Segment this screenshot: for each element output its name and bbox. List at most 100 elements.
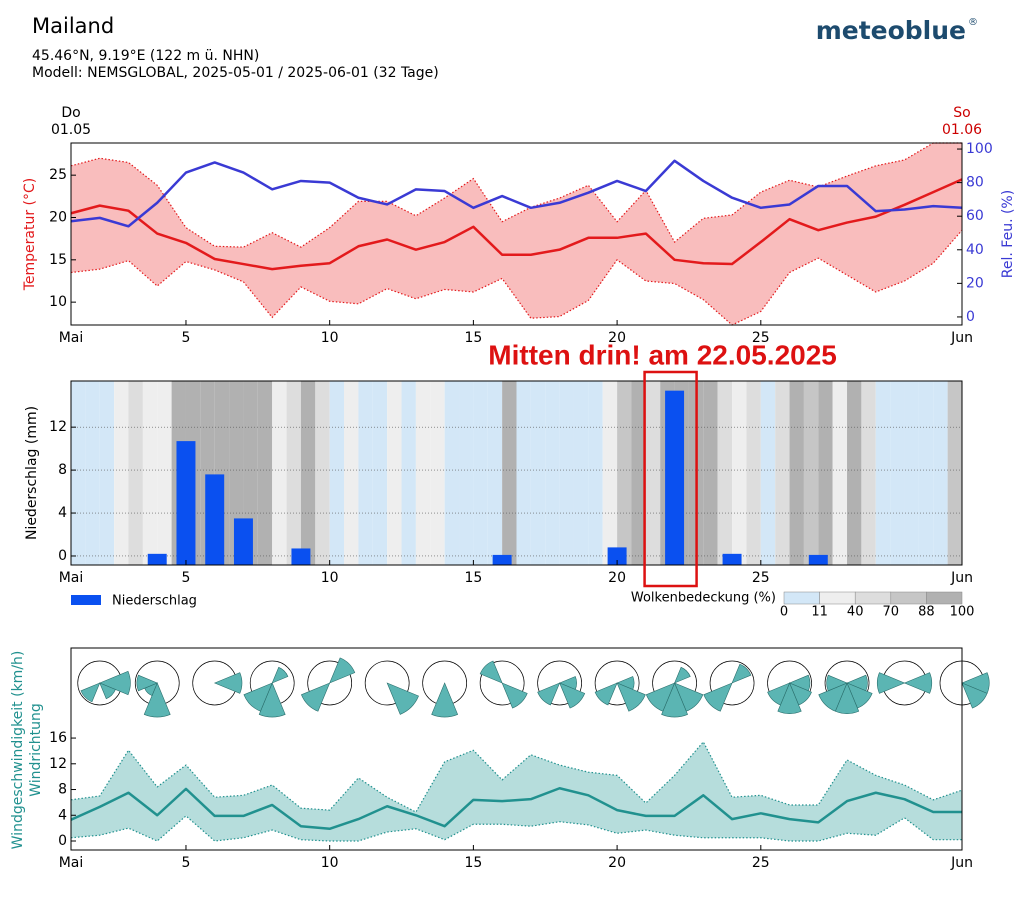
y2-tick-label: 20 (966, 275, 984, 291)
legend-swatch (819, 591, 856, 605)
y2-tick-label: 40 (966, 242, 984, 258)
bar (176, 441, 196, 565)
y-axis-label: Windgeschwindigkeit (km/h) (10, 651, 26, 850)
cloud-stripe (918, 381, 934, 565)
x-tick-label: 20 (608, 330, 626, 346)
cloud-stripe (559, 381, 574, 565)
cloud-stripe (487, 381, 503, 565)
legend-tick-label: 0 (780, 605, 788, 620)
rose-wedge (903, 672, 932, 694)
legend-tick-label: 88 (918, 605, 935, 620)
cloud-stripe (142, 381, 158, 565)
legend-tick-label: 100 (950, 605, 975, 620)
y-tick-label: 16 (49, 730, 67, 746)
cloud-stripe (789, 381, 804, 565)
legend-swatch (783, 591, 820, 605)
x-tick-label: 25 (752, 855, 770, 871)
cloud-stripe (545, 381, 560, 565)
bar (233, 518, 253, 565)
cloud-stripe (473, 381, 488, 565)
cloud-stripe (344, 381, 359, 565)
bar (808, 554, 828, 565)
rose-wedge (961, 682, 988, 709)
cloud-stripe (818, 381, 833, 565)
rose-wedge (243, 682, 273, 712)
legend-swatch (926, 591, 963, 605)
y-tick-label: 25 (49, 167, 67, 183)
bar (665, 390, 685, 565)
x-tick-label: Jun (950, 570, 973, 586)
y-tick-label: 12 (49, 419, 67, 435)
cloud-stripe (890, 381, 905, 565)
cloud-stripe (415, 381, 431, 565)
cloud-stripe (760, 381, 776, 565)
y-tick-label: 8 (58, 462, 67, 478)
legend-swatch (854, 591, 892, 605)
bar (205, 474, 225, 565)
bar (492, 554, 512, 565)
cloud-stripe (573, 381, 589, 565)
legend-title: Wolkenbedeckung (%) (631, 591, 776, 606)
logo: meteoblue (816, 16, 966, 45)
y-tick-label: 8 (58, 782, 67, 798)
x-tick-label: Jun (950, 330, 973, 346)
y2-tick-label: 0 (966, 309, 975, 325)
rose-wedge (99, 682, 116, 700)
rose-wedge (80, 682, 101, 703)
y2-tick-label: 80 (966, 175, 984, 191)
rose-circle (307, 660, 353, 706)
y-tick-label: 20 (49, 209, 67, 225)
y2-tick-label: 100 (966, 141, 993, 157)
x-tick-label: 10 (321, 330, 339, 346)
x-tick-label: Mai (59, 855, 84, 871)
legend-tick-label: 11 (811, 605, 828, 620)
x-tick-label: 5 (182, 855, 191, 871)
cloud-stripe (732, 381, 747, 565)
cloud-stripe (358, 381, 373, 565)
x-tick-label: Mai (59, 570, 84, 586)
legend-tick-label: 40 (847, 605, 864, 620)
date-label: Do (61, 105, 80, 121)
x-tick-label: 5 (182, 330, 191, 346)
x-tick-label: 25 (752, 570, 770, 586)
rose-circle (479, 660, 525, 706)
y-axis-label: Niederschlag (mm) (24, 406, 40, 540)
cloud-stripe (300, 381, 316, 565)
chart-title: Mailand (32, 14, 114, 38)
y-tick-label: 15 (49, 252, 67, 268)
line (70, 159, 963, 228)
rose-wedge (258, 682, 286, 718)
rose-wedge (501, 682, 528, 709)
x-tick-label: Mai (59, 330, 84, 346)
cloud-stripe (272, 381, 287, 565)
rose-wedge (661, 682, 688, 718)
cloud-stripe (617, 381, 632, 565)
rose-wedge (479, 660, 503, 684)
x-tick-label: 10 (321, 570, 339, 586)
rose-wedge (674, 666, 691, 684)
cloud-stripe (157, 381, 172, 565)
x-tick-label: 20 (608, 855, 626, 871)
band-edge (70, 142, 962, 248)
cloud-stripe (387, 381, 402, 565)
cloud-stripe (372, 381, 388, 565)
cloud-stripe (502, 381, 517, 565)
annotation-box (643, 370, 698, 588)
legend-tick-label: 70 (883, 605, 900, 620)
line (70, 178, 963, 271)
y-tick-label: 0 (58, 548, 67, 564)
x-tick-label: 25 (752, 330, 770, 346)
cloud-stripe (530, 381, 546, 565)
cloud-stripe (71, 381, 86, 565)
cloud-stripe (286, 381, 301, 565)
date-label: 01.06 (942, 122, 982, 138)
rose-wedge (98, 670, 131, 696)
annotation: Mitten drin! am 22.05.2025 (488, 339, 837, 370)
cloud-stripe (904, 381, 919, 565)
rose-wedge (877, 672, 906, 694)
cloud-stripe (114, 381, 129, 565)
rose-wedge (271, 666, 289, 684)
rose-circle (364, 660, 410, 706)
rose-wedge (559, 682, 586, 709)
